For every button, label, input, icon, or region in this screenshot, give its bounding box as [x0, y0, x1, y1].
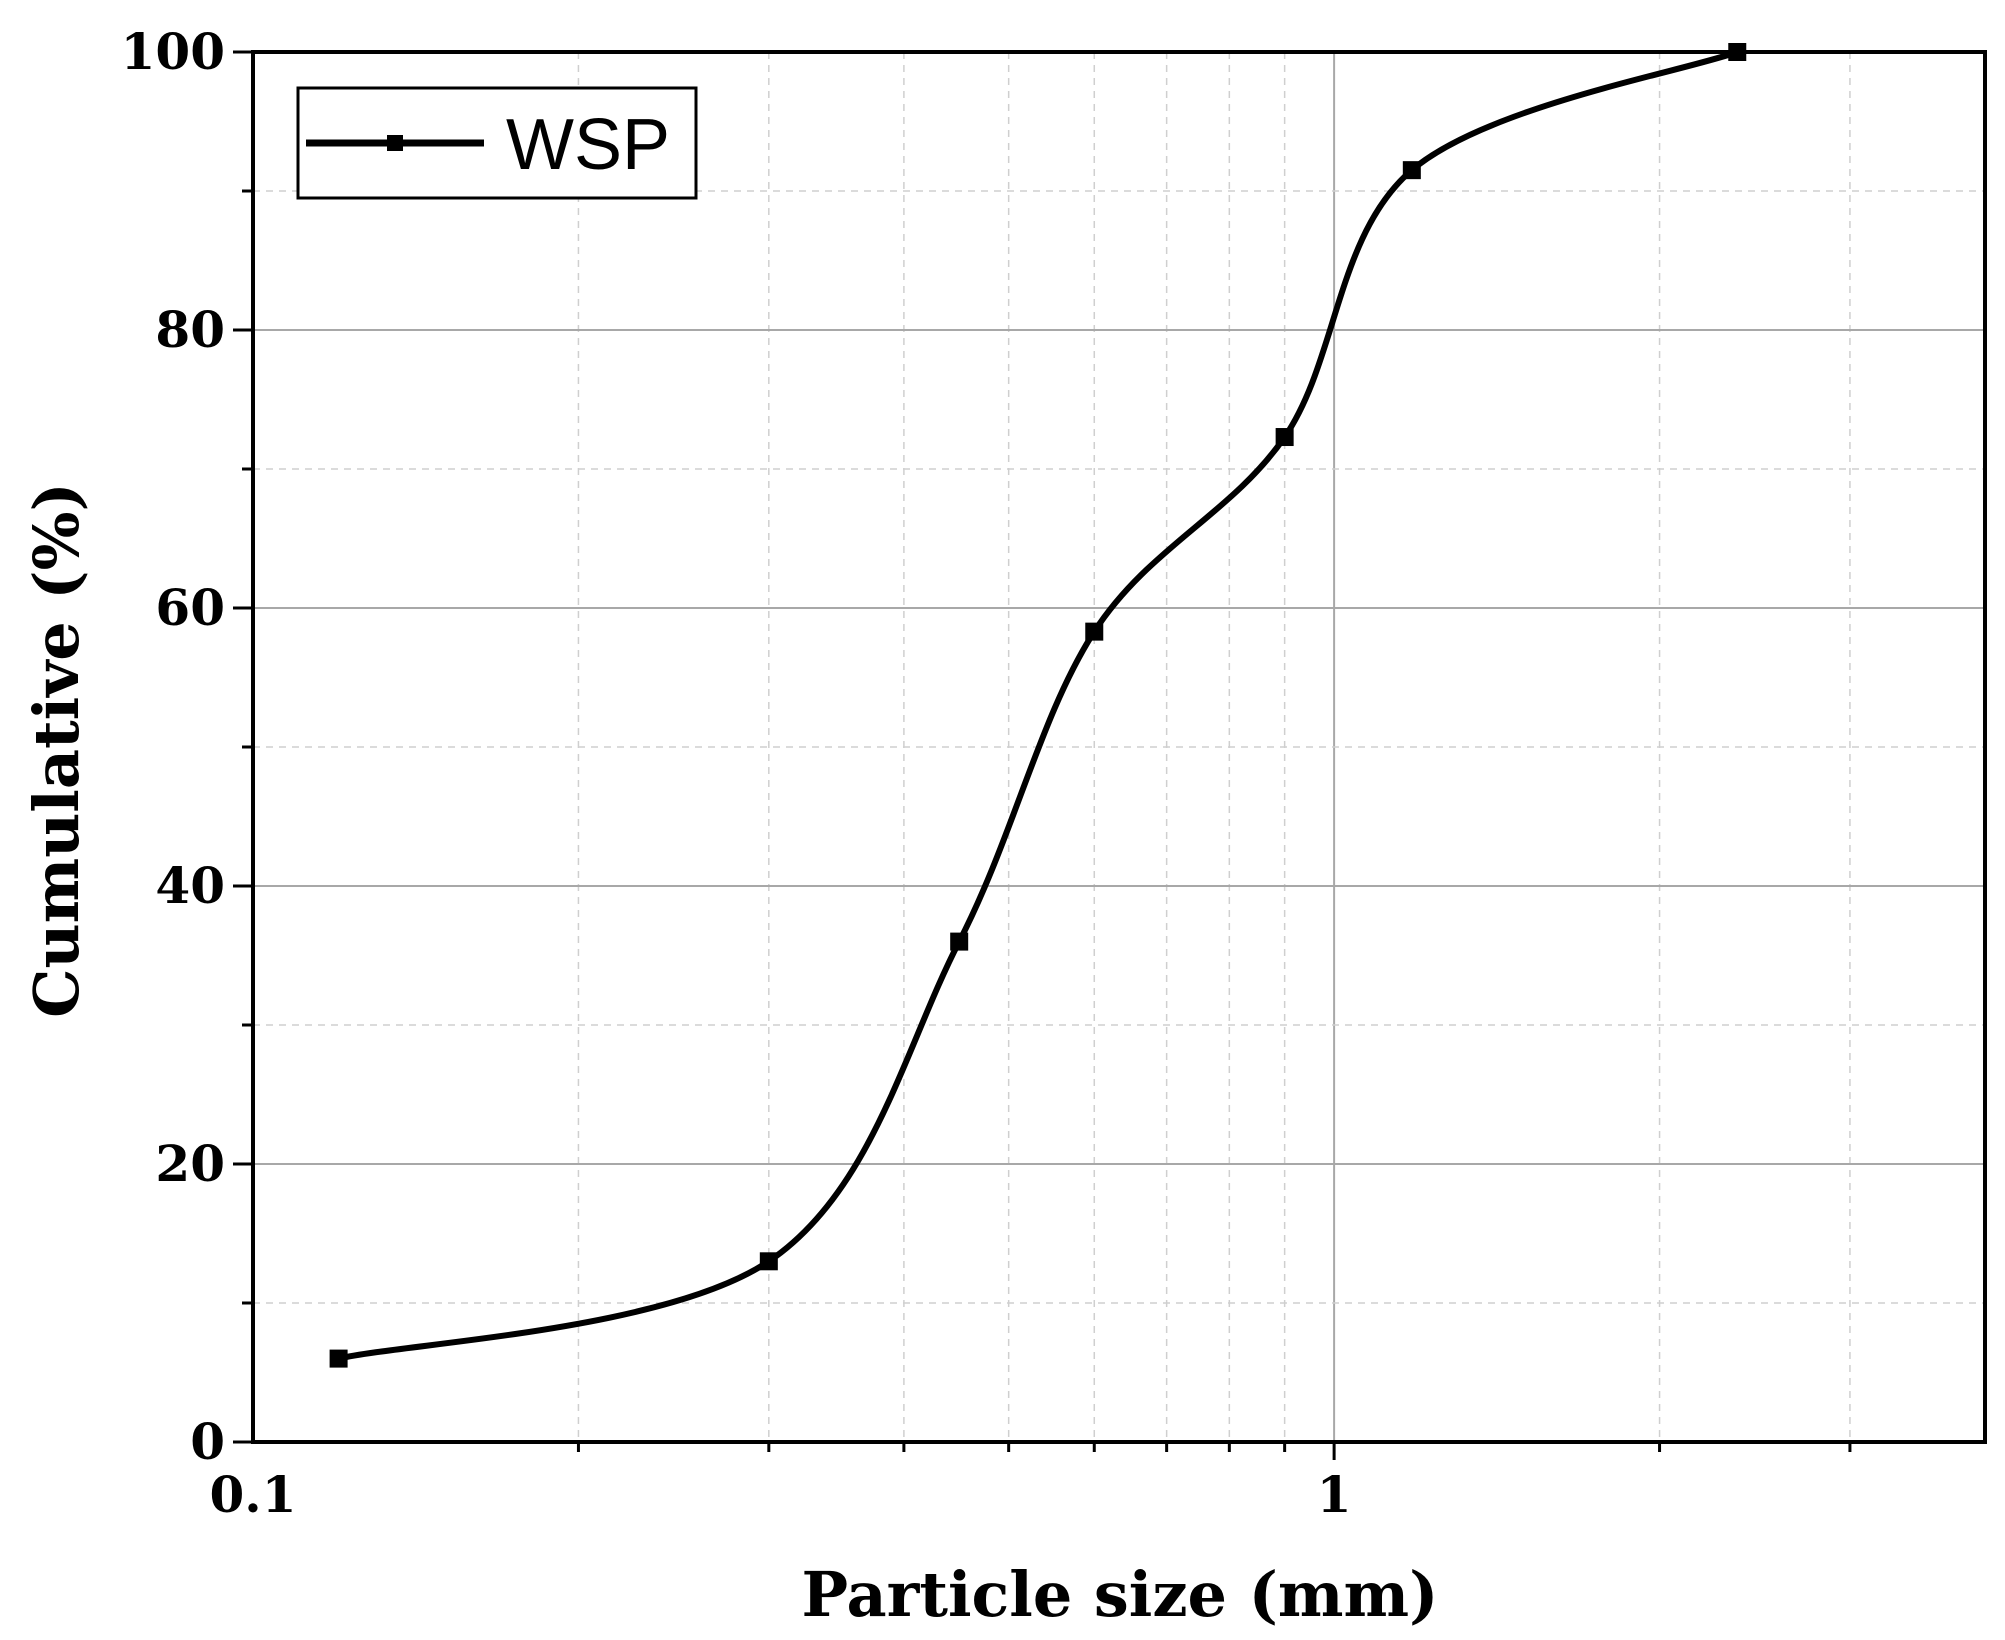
y-tick-label: 100 — [121, 22, 225, 81]
y-axis-title: Cumulative (%) — [20, 482, 93, 1018]
axes-layer — [233, 50, 1987, 1460]
y-tick-label: 0 — [190, 1412, 225, 1471]
y-tick-label: 80 — [155, 300, 225, 359]
data-point-marker — [1085, 622, 1104, 641]
data-point-marker — [759, 1252, 778, 1271]
x-axis-title: Particle size (mm) — [802, 1558, 1439, 1631]
data-point-marker — [950, 932, 969, 951]
data-point-marker — [1402, 161, 1421, 180]
series-line-wsp — [337, 49, 1739, 1362]
y-tick-label: 20 — [155, 1134, 225, 1193]
y-tick-label: 60 — [155, 578, 225, 637]
grid-layer — [253, 52, 1985, 1442]
x-tick-label: 1 — [1317, 1465, 1352, 1524]
data-point-marker — [1728, 43, 1747, 61]
data-point-marker — [329, 1349, 348, 1368]
series-layer — [329, 43, 1747, 1368]
legend-label-wsp: WSP — [506, 105, 670, 185]
tick-labels: 0 20 40 60 80 100 0.1 1 — [121, 22, 1352, 1524]
y-tick-label: 40 — [155, 856, 225, 915]
legend: WSP — [296, 86, 698, 200]
legend-marker-swatch — [387, 135, 403, 151]
x-tick-label: 0.1 — [210, 1465, 297, 1524]
data-point-marker — [1275, 428, 1294, 447]
plot-frame — [251, 50, 1987, 1444]
